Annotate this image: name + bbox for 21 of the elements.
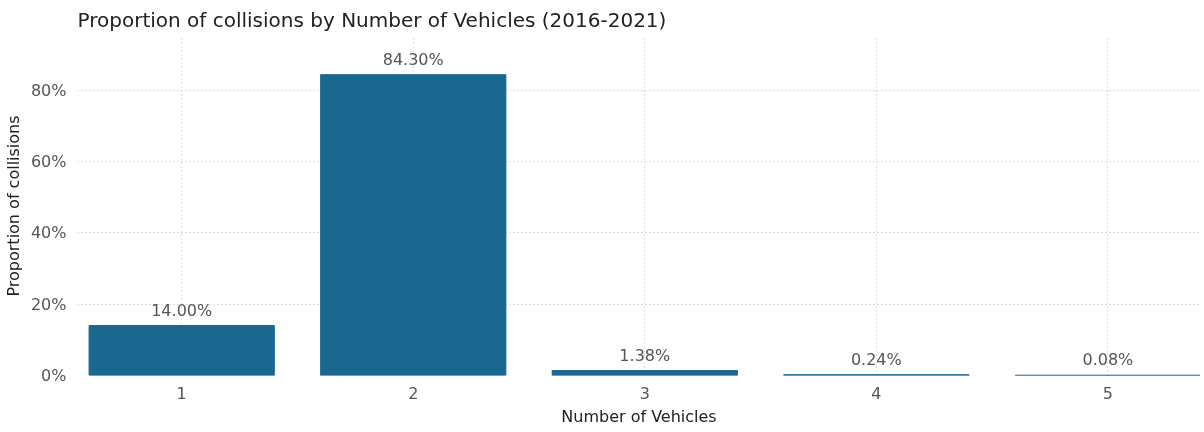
y-tick-label: 40% bbox=[30, 223, 67, 243]
x-axis-title: Number of Vehicles bbox=[561, 406, 717, 426]
x-tick-label: 4 bbox=[871, 383, 882, 403]
chart-title: Proportion of collisions by Number of Vehicles (2016-2021) bbox=[77, 7, 667, 32]
x-tick-label: 5 bbox=[1102, 383, 1113, 403]
bar bbox=[320, 74, 507, 376]
data-label: 0.08% bbox=[1082, 350, 1134, 370]
x-tick-label: 2 bbox=[408, 383, 419, 403]
y-tick-label: 80% bbox=[30, 80, 67, 100]
y-axis-title: Proportion of collisions bbox=[3, 115, 23, 297]
x-tick-label: 1 bbox=[176, 383, 187, 403]
y-tick-label: 0% bbox=[41, 366, 67, 385]
data-label: 84.30% bbox=[382, 49, 444, 69]
data-label: 14.00% bbox=[151, 300, 213, 320]
data-label: 1.38% bbox=[619, 345, 671, 365]
data-label: 0.24% bbox=[850, 349, 902, 369]
bar bbox=[88, 325, 275, 376]
bar bbox=[551, 370, 738, 376]
y-tick-label: 20% bbox=[30, 294, 67, 314]
y-tick-label: 60% bbox=[30, 151, 67, 171]
x-tick-label: 3 bbox=[639, 383, 650, 403]
